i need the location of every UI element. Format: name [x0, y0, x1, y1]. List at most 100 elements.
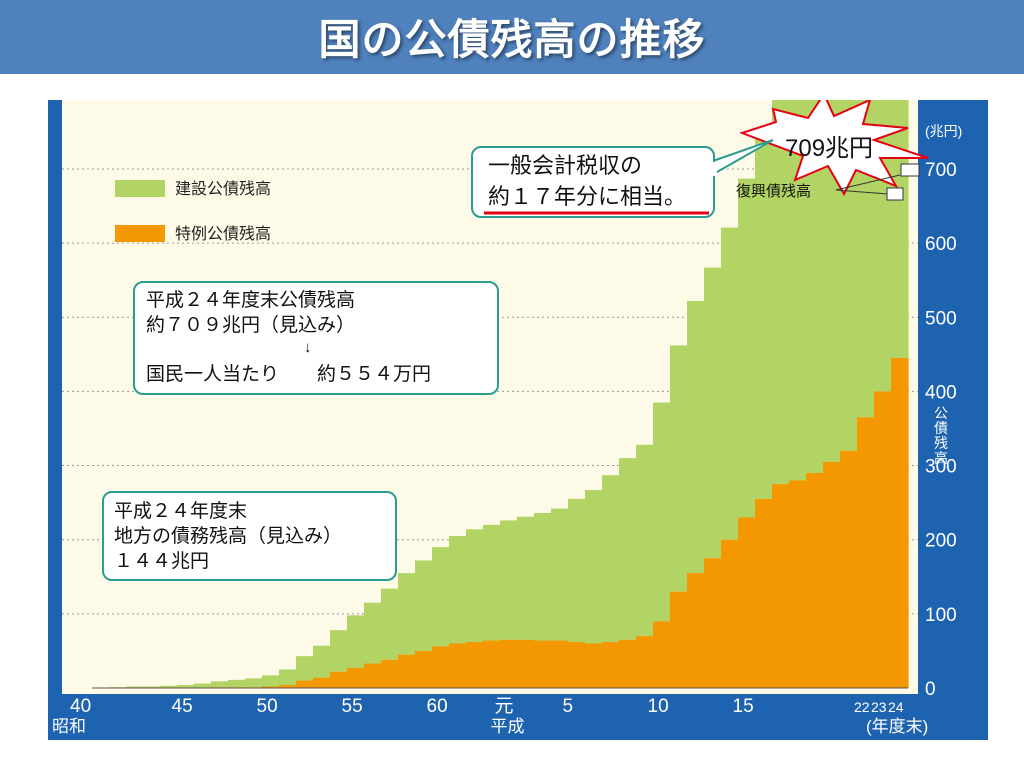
y-axis-label-char: 高	[934, 450, 948, 466]
legend-label-deficit: 特例公債残高	[175, 225, 271, 243]
y-tick-label: 300	[925, 457, 957, 478]
bar-construction	[755, 128, 773, 499]
x-tick-label: 40	[70, 696, 91, 717]
bar-deficit	[653, 621, 671, 688]
reconstruction-label: 復興債残高	[736, 183, 811, 200]
reconstruction-marker	[886, 187, 904, 201]
y-axis-label-char: 債	[934, 420, 948, 436]
bar-deficit	[483, 640, 501, 688]
bar-construction	[772, 100, 790, 485]
tax-callout-box	[471, 146, 715, 218]
bar-construction	[568, 498, 586, 643]
bar-construction	[551, 508, 569, 641]
bar-deficit	[738, 517, 756, 688]
x-tick-label: 元	[495, 696, 514, 717]
bar-deficit	[466, 642, 484, 688]
bar-construction	[517, 516, 535, 640]
x-tick-label: 22	[854, 699, 870, 715]
bar-deficit	[619, 639, 637, 688]
bar-construction	[296, 656, 314, 681]
bar-construction	[466, 529, 484, 643]
bar-construction	[245, 678, 263, 688]
x-tick-label: 24	[888, 699, 904, 715]
bar-deficit	[840, 450, 858, 688]
bar-deficit	[398, 654, 416, 688]
bar-deficit	[313, 677, 331, 688]
x-tick-label: 10	[648, 696, 669, 717]
x-tick-label: 55	[342, 696, 363, 717]
bar-deficit	[585, 643, 603, 688]
y-tick-label: 100	[925, 605, 957, 626]
bar-deficit	[330, 671, 348, 688]
bar-construction	[738, 178, 756, 518]
y-axis-label-char: 残	[934, 435, 948, 451]
title-bar	[0, 0, 1024, 74]
bar-deficit	[534, 640, 552, 688]
bar-deficit	[687, 573, 705, 688]
bar-construction	[449, 535, 467, 644]
bar-construction	[636, 444, 654, 637]
bar-deficit	[772, 484, 790, 688]
local-debt-line3: １４４兆円	[114, 550, 209, 572]
bar-construction	[500, 520, 518, 640]
per-capita-line3: 国民一人当たり 約５５４万円	[146, 363, 431, 385]
tax-callout-line2: 約１７年分に相当。	[488, 184, 686, 209]
total-callout: 709兆円	[785, 135, 873, 162]
y-unit-label: (兆円)	[925, 123, 962, 139]
bar-construction	[313, 645, 331, 678]
bar-construction	[194, 683, 212, 688]
bar-deficit	[568, 642, 586, 688]
bar-construction	[721, 227, 739, 540]
x-tick-label: 15	[733, 696, 754, 717]
bar-construction	[432, 547, 450, 647]
x-tick-label: 45	[172, 696, 193, 717]
x-tick-label: 60	[427, 696, 448, 717]
per-capita-arrow: ↓	[304, 339, 312, 356]
bar-deficit	[279, 685, 297, 688]
bar-deficit	[381, 659, 399, 688]
bar-deficit	[704, 558, 722, 688]
bar-construction	[704, 267, 722, 559]
y-tick-label: 700	[925, 160, 957, 181]
per-capita-line1: 平成２４年度末公債残高	[146, 289, 355, 311]
x-tick-label: 23	[871, 699, 887, 715]
bar-deficit	[823, 461, 841, 688]
bar-deficit	[296, 680, 314, 688]
per-capita-box	[133, 281, 499, 395]
bar-deficit	[449, 643, 467, 688]
bar-construction	[891, 100, 909, 359]
x-era-label: 昭和	[52, 717, 86, 736]
bar-construction	[653, 402, 671, 622]
bar-construction	[262, 675, 280, 687]
legend-swatch-deficit	[115, 225, 165, 242]
y-axis-label-char: 公	[934, 405, 948, 421]
bar-construction	[177, 685, 195, 688]
y-tick-label: 0	[925, 679, 936, 700]
chart-frame-left	[48, 100, 62, 740]
bar-deficit	[670, 591, 688, 688]
bar-deficit	[721, 539, 739, 688]
reconstruction-leader	[835, 189, 889, 195]
bar-construction	[279, 669, 297, 686]
bar-deficit	[262, 686, 280, 688]
bar-deficit	[347, 667, 365, 688]
local-debt-line1: 平成２４年度末	[114, 500, 247, 522]
bar-deficit	[755, 498, 773, 688]
chart-frame-bottom	[48, 694, 988, 740]
bar-deficit	[891, 358, 909, 688]
y-tick-label: 200	[925, 531, 957, 552]
bar-deficit	[857, 417, 875, 688]
starburst	[738, 100, 929, 197]
x-tick-label: 5	[563, 696, 574, 717]
bar-deficit	[789, 480, 807, 688]
legend-label-construction: 建設公債残高	[175, 180, 271, 198]
bar-construction	[687, 300, 705, 574]
bar-construction	[670, 345, 688, 592]
bar-deficit	[500, 639, 518, 688]
y-axis: 0 100 200 300 400 500 600 700 (兆円) 公債残高	[925, 123, 962, 700]
bar-construction	[126, 686, 144, 688]
chart-frame-right	[918, 100, 988, 740]
